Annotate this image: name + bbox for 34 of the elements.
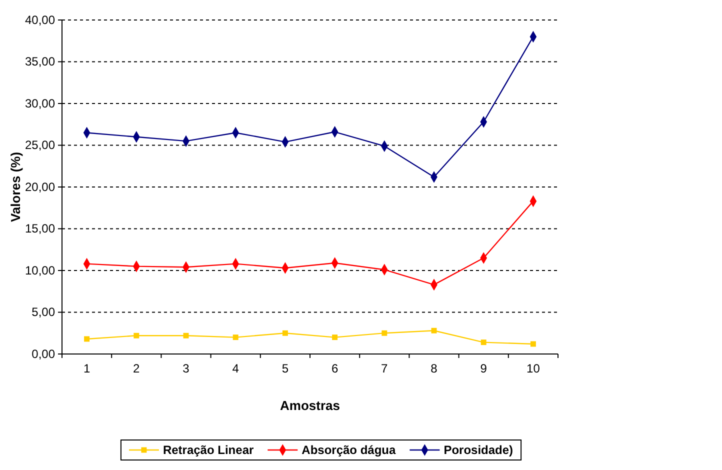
legend-label: Porosidade) (444, 443, 514, 457)
point (282, 330, 288, 336)
point (431, 328, 437, 334)
y-tick-label: 15,00 (24, 222, 56, 236)
point (232, 334, 238, 340)
y-tick-label: 0,00 (32, 346, 56, 361)
point (84, 336, 90, 342)
point (332, 334, 338, 340)
x-tick-label: 5 (282, 362, 289, 376)
x-tick-label: 8 (430, 362, 438, 376)
y-tick-label: 20,00 (24, 180, 56, 194)
point (530, 341, 536, 347)
x-tick-label: 9 (480, 362, 488, 376)
y-tick-label: 40,00 (24, 12, 56, 27)
x-tick-label: 10 (526, 362, 540, 376)
x-tick-label: 3 (182, 362, 190, 376)
y-tick-label: 25,00 (24, 138, 56, 152)
y-tick-label: 35,00 (24, 54, 56, 69)
legend-label: Retração Linear (162, 443, 254, 457)
legend-label: Absorção dágua (302, 443, 396, 457)
y-axis-title: Valores (%) (8, 152, 23, 222)
x-tick-label: 1 (83, 362, 90, 376)
x-axis-title: Amostras (280, 398, 340, 413)
y-tick-label: 30,00 (24, 96, 56, 110)
y-tick-label: 5,00 (32, 305, 56, 320)
x-tick-label: 4 (232, 362, 240, 376)
x-tick-label: 6 (331, 362, 338, 376)
y-tick-label: 10,00 (24, 263, 56, 278)
point (382, 330, 388, 336)
x-tick-label: 2 (133, 362, 140, 376)
point (183, 332, 189, 338)
point (480, 340, 486, 346)
point (134, 332, 140, 338)
x-tick-label: 7 (381, 362, 388, 376)
